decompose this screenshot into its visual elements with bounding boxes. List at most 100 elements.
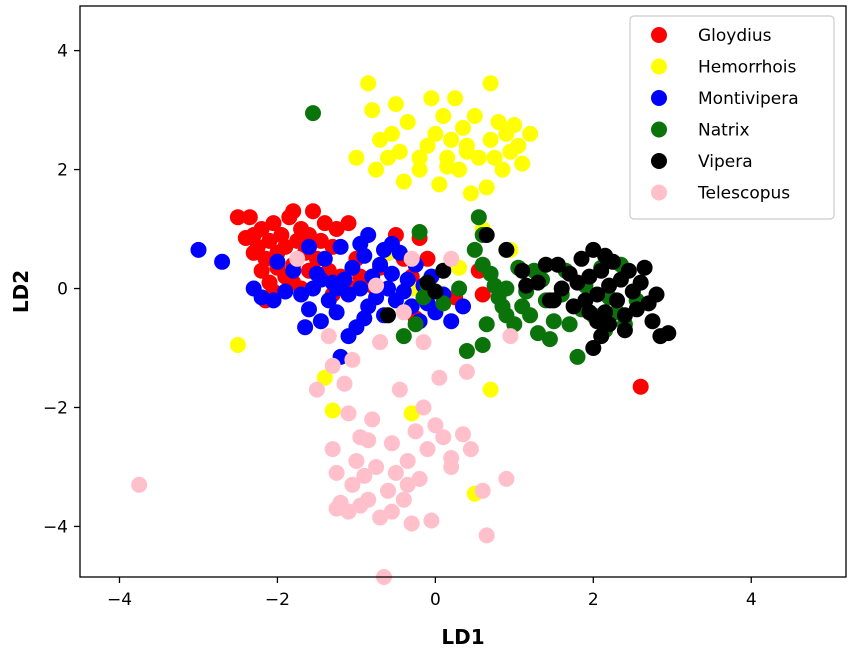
point-telescopus-37 [478,527,495,544]
plot-frame [79,5,847,578]
point-hemorrhois-4 [368,161,385,178]
point-telescopus-2 [320,328,337,345]
x-tick-label: −4 [107,590,132,610]
point-montivipera-23 [352,280,369,297]
point-vipera-16 [589,286,606,303]
point-montivipera-17 [328,304,345,321]
point-gloydius-5 [261,232,278,249]
point-gloydius-31 [237,230,254,246]
point-montivipera-52 [328,280,345,297]
point-natrix-21 [569,348,586,365]
point-gloydius-25 [253,262,270,279]
point-natrix-33 [415,289,432,306]
point-vipera-38 [601,316,618,333]
point-montivipera-45 [455,298,471,315]
point-montivipera-35 [399,271,416,288]
point-telescopus-26 [411,470,428,487]
legend-marker-telescopus [651,184,667,201]
point-telescopus-32 [435,429,452,446]
point-telescopus-24 [403,515,420,532]
point-gloydius-6 [265,215,282,232]
point-montivipera-49 [360,227,377,243]
point-gloydius-52 [632,378,649,395]
point-gloydius-24 [245,244,262,261]
point-telescopus-5 [340,405,357,422]
point-montivipera-0 [190,241,207,258]
point-telescopus-23 [399,453,416,469]
point-vipera-31 [648,286,665,303]
point-telescopus-44 [415,334,432,351]
point-natrix-3 [466,241,483,258]
point-vipera-2 [514,262,531,279]
scatter-points [131,75,677,585]
point-natrix-42 [395,328,412,345]
point-telescopus-16 [368,459,385,475]
point-natrix-43 [498,280,515,297]
point-telescopus-4 [336,375,353,392]
point-vipera-7 [549,256,566,273]
point-vipera-37 [585,340,602,356]
point-hemorrhois-24 [470,149,487,166]
point-montivipera-9 [297,319,314,336]
legend-label-telescopus: Telescopus [697,184,790,204]
point-vipera-14 [581,268,598,285]
point-vipera-17 [593,262,610,279]
point-telescopus-27 [415,399,432,416]
point-gloydius-9 [277,238,294,255]
point-hemorrhois-15 [435,108,452,124]
point-telescopus-29 [423,512,440,529]
point-telescopus-1 [289,250,306,267]
point-telescopus-17 [372,509,389,526]
point-montivipera-44 [443,313,460,330]
point-gloydius-16 [305,203,321,220]
point-vipera-28 [636,259,653,276]
point-montivipera-55 [376,241,392,258]
legend-marker-natrix [651,121,667,138]
point-hemorrhois-37 [411,149,428,166]
point-hemorrhois-6 [387,96,404,113]
point-telescopus-19 [383,435,400,452]
y-tick-label: 4 [57,42,68,62]
point-montivipera-5 [269,253,286,270]
point-telescopus-43 [458,363,475,380]
point-gloydius-50 [474,286,491,303]
point-hemorrhois-29 [494,161,511,178]
point-hemorrhois-22 [462,185,479,202]
point-vipera-21 [609,292,625,309]
point-natrix-37 [478,316,495,333]
point-gloydius-15 [301,227,317,243]
point-gloydius-41 [340,215,357,232]
point-hemorrhois-2 [372,131,389,148]
y-tick-label: −4 [43,517,68,537]
point-hemorrhois-20 [455,119,471,136]
point-hemorrhois-8 [395,173,412,190]
point-natrix-39 [541,331,558,348]
point-vipera-45 [435,262,452,279]
point-hemorrhois-40 [458,143,475,160]
point-hemorrhois-28 [490,114,507,130]
point-montivipera-13 [312,313,329,330]
point-montivipera-14 [316,250,333,267]
legend-marker-gloydius [651,27,667,43]
x-axis-label: LD1 [441,625,484,649]
x-tick-label: 2 [588,590,599,610]
point-hemorrhois-0 [360,75,377,92]
point-vipera-8 [553,280,570,297]
point-telescopus-47 [368,277,385,294]
point-hemorrhois-1 [364,102,381,119]
point-montivipera-21 [344,259,361,276]
point-montivipera-10 [301,301,317,318]
point-telescopus-18 [380,482,396,499]
point-hemorrhois-39 [439,158,456,175]
point-vipera-34 [593,328,610,345]
point-hemorrhois-44 [403,405,420,422]
x-tick-label: 4 [746,590,757,610]
point-hemorrhois-36 [482,75,499,92]
point-telescopus-45 [395,304,412,321]
point-telescopus-39 [308,381,325,398]
point-hemorrhois-43 [324,402,341,419]
point-natrix-45 [458,343,475,359]
point-gloydius-19 [316,215,333,232]
point-montivipera-15 [320,292,337,309]
point-vipera-4 [530,274,546,291]
